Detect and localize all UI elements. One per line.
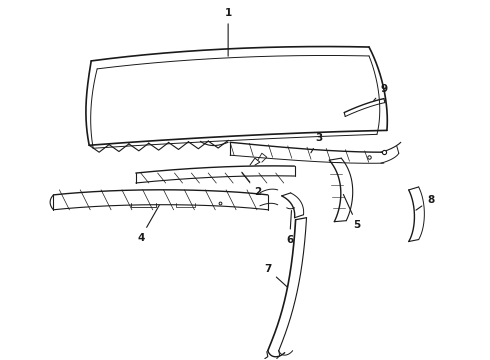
Text: 3: 3 bbox=[311, 133, 323, 153]
Text: 6: 6 bbox=[286, 211, 294, 244]
Text: 9: 9 bbox=[374, 84, 388, 100]
Text: 7: 7 bbox=[264, 264, 288, 287]
Text: 5: 5 bbox=[343, 194, 361, 230]
Text: 1: 1 bbox=[224, 8, 232, 56]
Text: 8: 8 bbox=[416, 195, 434, 210]
Text: 2: 2 bbox=[242, 172, 262, 197]
Text: 4: 4 bbox=[137, 205, 159, 243]
